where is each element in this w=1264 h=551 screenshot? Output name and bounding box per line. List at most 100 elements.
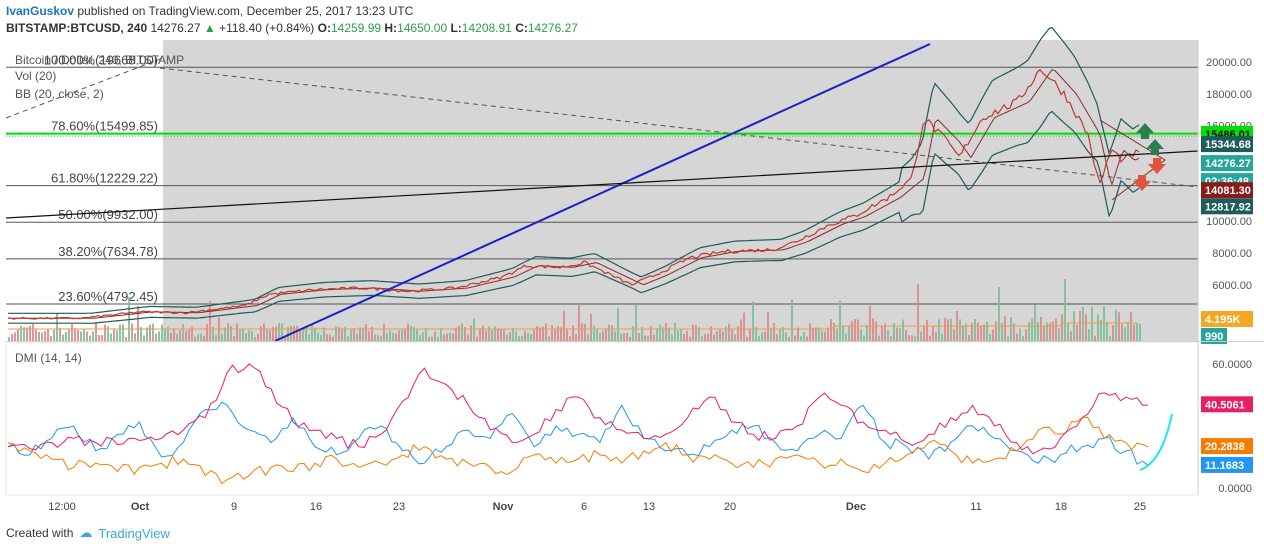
volume-bar <box>11 334 13 341</box>
volume-bar <box>767 312 769 341</box>
volume-bar <box>443 334 445 341</box>
volume-bar <box>893 323 895 341</box>
volume-bar <box>719 329 721 341</box>
dmi-line-di <box>7 416 1149 485</box>
volume-bar <box>626 332 628 341</box>
volume-bar <box>581 323 583 341</box>
volume-bar <box>671 334 673 341</box>
volume-bar <box>38 331 40 341</box>
volume-bar <box>194 336 196 341</box>
volume-bar <box>446 333 448 341</box>
volume-bar <box>629 336 631 341</box>
tradingview-brand[interactable]: TradingView <box>98 525 170 541</box>
volume-bar <box>542 326 544 341</box>
volume-bar <box>428 336 430 341</box>
volume-bar <box>896 327 898 341</box>
volume-bar <box>479 328 481 341</box>
price-badges: 15486.0115344.6814276.2702:36:4814081.30… <box>1201 125 1253 473</box>
volume-bar <box>281 323 283 341</box>
publication-line: IvanGuskov published on TradingView.com,… <box>6 4 413 18</box>
volume-bar <box>788 336 790 341</box>
volume-bar <box>173 328 175 341</box>
volume-bar <box>500 329 502 341</box>
volume-bar <box>482 325 484 341</box>
triangle-pattern <box>1099 119 1166 201</box>
volume-bar <box>365 324 367 341</box>
symbol-label[interactable]: BITSTAMP:BTCUSD, 240 <box>6 21 148 35</box>
volume-bar <box>563 310 565 341</box>
chart-canvas[interactable]: 100.00%(19668.00) 78.60%(15499.85) 61.80%(… <box>0 0 1264 520</box>
trend-lines[interactable] <box>5 43 1199 342</box>
volume-bar <box>524 330 526 341</box>
volume-bar <box>1061 314 1063 341</box>
price-axis[interactable]: 20000.0018000.0016000.0010000.008000.006… <box>1206 57 1252 495</box>
volume-bar <box>164 328 166 341</box>
volume-bar <box>1091 306 1093 341</box>
volume-bar <box>806 336 808 341</box>
volume-bar <box>242 328 244 341</box>
bb-lower <box>8 110 1140 324</box>
volume-bar <box>611 325 613 341</box>
time-tick-label: 13 <box>643 501 655 513</box>
volume-bar <box>356 333 358 341</box>
volume-bar <box>485 330 487 341</box>
tradingview-logo-icon[interactable]: ☁ <box>79 525 93 540</box>
volume-bar <box>122 324 124 341</box>
volume-bar <box>635 304 637 341</box>
volume-bar <box>620 333 622 341</box>
price-badge-text: 14081.30 <box>1205 185 1251 197</box>
volume-bar <box>1064 279 1066 341</box>
volume-bar <box>722 331 724 341</box>
time-tick-label: 11 <box>970 501 981 513</box>
volume-bar <box>1106 321 1108 341</box>
volume-bar <box>1112 325 1114 341</box>
volume-bar <box>371 326 373 341</box>
price-line <box>7 68 1140 320</box>
volume-bar <box>95 323 97 341</box>
volume-bar <box>92 331 94 341</box>
volume-bar <box>950 318 952 341</box>
time-axis[interactable]: 12:00 Oct 9 16 23 Nov 6 13 20 Dec 11 18 25 <box>48 501 1146 513</box>
volume-bar <box>191 326 193 341</box>
volume-bar <box>350 328 352 341</box>
volume-bar <box>1076 324 1078 341</box>
volume-bar <box>140 327 142 341</box>
volume-bar <box>431 336 433 341</box>
volume-bar <box>368 331 370 341</box>
volume-bar <box>158 331 160 341</box>
volume-bar <box>1022 336 1024 341</box>
author-name[interactable]: IvanGuskov <box>6 4 75 18</box>
price-tick-label: 10000.00 <box>1206 216 1252 228</box>
time-tick-label: Dec <box>846 501 866 513</box>
volume-bar <box>134 333 136 341</box>
volume-bar <box>638 333 640 341</box>
volume-bar <box>971 323 973 341</box>
volume-bar <box>692 324 694 341</box>
fib-label: 38.20%(7634.78) <box>58 244 158 259</box>
volume-bar <box>1010 316 1012 341</box>
volume-bar <box>215 335 217 341</box>
volume-bar <box>773 323 775 341</box>
volume-bar <box>605 329 607 341</box>
volume-bar <box>530 334 532 341</box>
volume-bar <box>932 325 934 341</box>
volume-bar <box>755 327 757 341</box>
volume-bar <box>296 325 298 341</box>
price-badge-text: 990 <box>1205 331 1223 343</box>
volume-bar <box>713 334 715 341</box>
volume-bar <box>848 325 850 341</box>
volume-bar <box>68 329 70 341</box>
volume-bar <box>761 332 763 341</box>
volume-bar <box>875 321 877 341</box>
main-pane-title: Bitcoin / Dollar, 240, BITSTAMP <box>15 53 184 67</box>
fib-shaded-region <box>163 40 1198 341</box>
volume-bar <box>1007 336 1009 341</box>
volume-bar <box>110 333 112 341</box>
price-badge-text: 4.195K <box>1205 314 1241 326</box>
volume-bar <box>278 323 280 341</box>
price-badge <box>1201 328 1227 344</box>
volume-bar <box>878 335 880 341</box>
volume-bar <box>89 335 91 341</box>
volume-bar <box>599 332 601 341</box>
volume-bar <box>725 326 727 341</box>
